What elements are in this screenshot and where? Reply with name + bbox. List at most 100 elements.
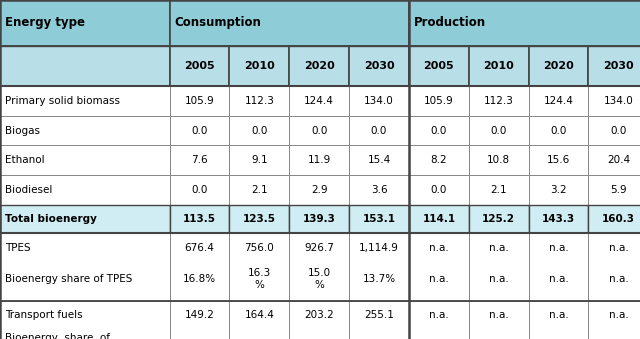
Text: Consumption: Consumption xyxy=(175,16,262,29)
Text: 149.2: 149.2 xyxy=(184,310,214,320)
Bar xyxy=(289,175,349,205)
Bar xyxy=(469,86,529,116)
Text: 114.1: 114.1 xyxy=(422,214,456,224)
Bar xyxy=(589,46,640,86)
Text: n.a.: n.a. xyxy=(429,243,449,253)
Bar xyxy=(409,116,469,145)
Bar xyxy=(230,233,289,301)
Bar xyxy=(529,175,589,205)
Text: 0.0: 0.0 xyxy=(550,125,567,136)
Text: 7.6: 7.6 xyxy=(191,155,208,165)
Bar xyxy=(0,46,170,86)
Bar xyxy=(529,116,589,145)
Text: n.a.: n.a. xyxy=(609,310,628,320)
Text: Ethanol: Ethanol xyxy=(5,155,45,165)
Bar xyxy=(529,145,589,175)
Text: 2030: 2030 xyxy=(603,61,634,71)
Bar xyxy=(589,145,640,175)
Bar xyxy=(0,205,170,233)
Bar xyxy=(230,175,289,205)
Text: 124.4: 124.4 xyxy=(543,96,573,106)
Text: 112.3: 112.3 xyxy=(484,96,514,106)
Bar xyxy=(349,145,409,175)
Text: 3.2: 3.2 xyxy=(550,185,567,195)
Bar xyxy=(529,205,589,233)
Text: 134.0: 134.0 xyxy=(604,96,633,106)
Bar xyxy=(409,175,469,205)
Text: Bioenergy  share  of
transport fuels: Bioenergy share of transport fuels xyxy=(5,333,110,339)
Text: 125.2: 125.2 xyxy=(482,214,515,224)
Bar xyxy=(0,301,170,339)
Bar xyxy=(0,233,170,301)
Bar xyxy=(469,145,529,175)
Text: 20.4: 20.4 xyxy=(607,155,630,165)
Bar xyxy=(230,116,289,145)
Text: 143.3: 143.3 xyxy=(542,214,575,224)
Text: 0.0: 0.0 xyxy=(191,125,208,136)
Text: 105.9: 105.9 xyxy=(424,96,454,106)
Bar xyxy=(289,301,349,339)
Bar xyxy=(589,175,640,205)
Text: 676.4: 676.4 xyxy=(184,243,214,253)
Text: 112.3: 112.3 xyxy=(244,96,275,106)
Text: 11.9: 11.9 xyxy=(308,155,331,165)
Bar xyxy=(170,301,230,339)
Text: 2.1: 2.1 xyxy=(251,185,268,195)
Text: 0.0: 0.0 xyxy=(431,185,447,195)
Bar xyxy=(349,205,409,233)
Bar xyxy=(349,46,409,86)
Bar xyxy=(469,301,529,339)
Text: n.a.: n.a. xyxy=(609,274,628,284)
Bar xyxy=(0,116,170,145)
Bar xyxy=(409,86,469,116)
Bar xyxy=(529,86,589,116)
Text: n.a.: n.a. xyxy=(489,274,509,284)
Text: 0.0: 0.0 xyxy=(311,125,328,136)
Text: 3.6: 3.6 xyxy=(371,185,387,195)
Bar xyxy=(170,0,409,46)
Text: 123.5: 123.5 xyxy=(243,214,276,224)
Text: 2010: 2010 xyxy=(244,61,275,71)
Text: n.a.: n.a. xyxy=(429,310,449,320)
Bar xyxy=(170,86,230,116)
Text: Total bioenergy: Total bioenergy xyxy=(5,214,97,224)
Bar xyxy=(589,301,640,339)
Text: n.a.: n.a. xyxy=(489,243,509,253)
Bar xyxy=(409,205,469,233)
Bar xyxy=(469,233,529,301)
Text: 105.9: 105.9 xyxy=(185,96,214,106)
Bar xyxy=(409,46,469,86)
Bar xyxy=(170,145,230,175)
Text: 10.8: 10.8 xyxy=(487,155,510,165)
Text: Bioenergy share of TPES: Bioenergy share of TPES xyxy=(5,274,132,284)
Text: 134.0: 134.0 xyxy=(364,96,394,106)
Bar xyxy=(170,46,230,86)
Text: 2.1: 2.1 xyxy=(490,185,507,195)
Bar xyxy=(230,145,289,175)
Bar xyxy=(349,175,409,205)
Text: n.a.: n.a. xyxy=(548,274,568,284)
Text: Transport fuels: Transport fuels xyxy=(5,310,83,320)
Text: n.a.: n.a. xyxy=(548,310,568,320)
Bar xyxy=(349,86,409,116)
Bar xyxy=(230,205,289,233)
Text: n.a.: n.a. xyxy=(548,243,568,253)
Bar xyxy=(409,0,640,46)
Bar xyxy=(289,116,349,145)
Text: TPES: TPES xyxy=(5,243,31,253)
Text: 9.1: 9.1 xyxy=(251,155,268,165)
Bar xyxy=(170,116,230,145)
Text: 926.7: 926.7 xyxy=(304,243,334,253)
Text: 139.3: 139.3 xyxy=(303,214,335,224)
Bar xyxy=(0,145,170,175)
Text: 15.4: 15.4 xyxy=(367,155,390,165)
Bar xyxy=(469,175,529,205)
Bar xyxy=(289,86,349,116)
Text: 1,114.9: 1,114.9 xyxy=(359,243,399,253)
Text: 2010: 2010 xyxy=(483,61,514,71)
Bar xyxy=(589,233,640,301)
Bar xyxy=(469,46,529,86)
Bar xyxy=(529,301,589,339)
Bar xyxy=(289,145,349,175)
Bar xyxy=(0,0,170,46)
